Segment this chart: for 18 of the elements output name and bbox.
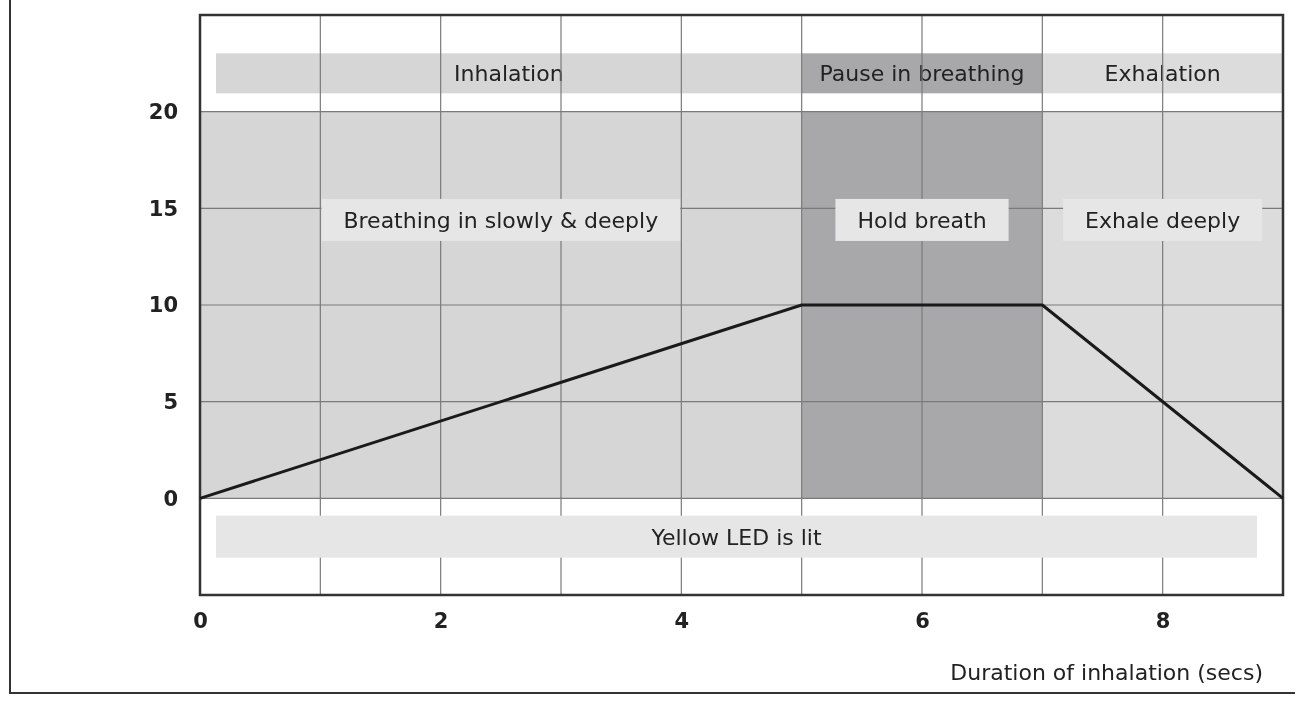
- y-tick-label: 0: [163, 486, 178, 511]
- x-axis-title: Duration of inhalation (secs): [950, 660, 1263, 685]
- x-tick-label: 8: [1155, 608, 1171, 633]
- y-tick-label: 10: [148, 293, 178, 318]
- y-tick-label: 5: [163, 389, 178, 414]
- band-label: Exhalation: [1104, 61, 1221, 87]
- x-tick-label: 2: [433, 608, 449, 633]
- annotation: Breathing in slowly & deeply: [343, 207, 659, 233]
- y-tick-label: 20: [148, 99, 178, 124]
- band-label: Inhalation: [454, 61, 564, 87]
- x-tick-label: 4: [674, 608, 690, 633]
- y-tick-label: 15: [148, 196, 178, 221]
- annotation: Exhale deeply: [1085, 207, 1241, 233]
- annotation: Yellow LED is lit: [650, 524, 822, 550]
- x-tick-label: 0: [193, 608, 208, 633]
- band-label: Pause in breathing: [819, 61, 1025, 87]
- x-tick-label: 6: [915, 608, 930, 633]
- annotation: Hold breath: [857, 207, 987, 233]
